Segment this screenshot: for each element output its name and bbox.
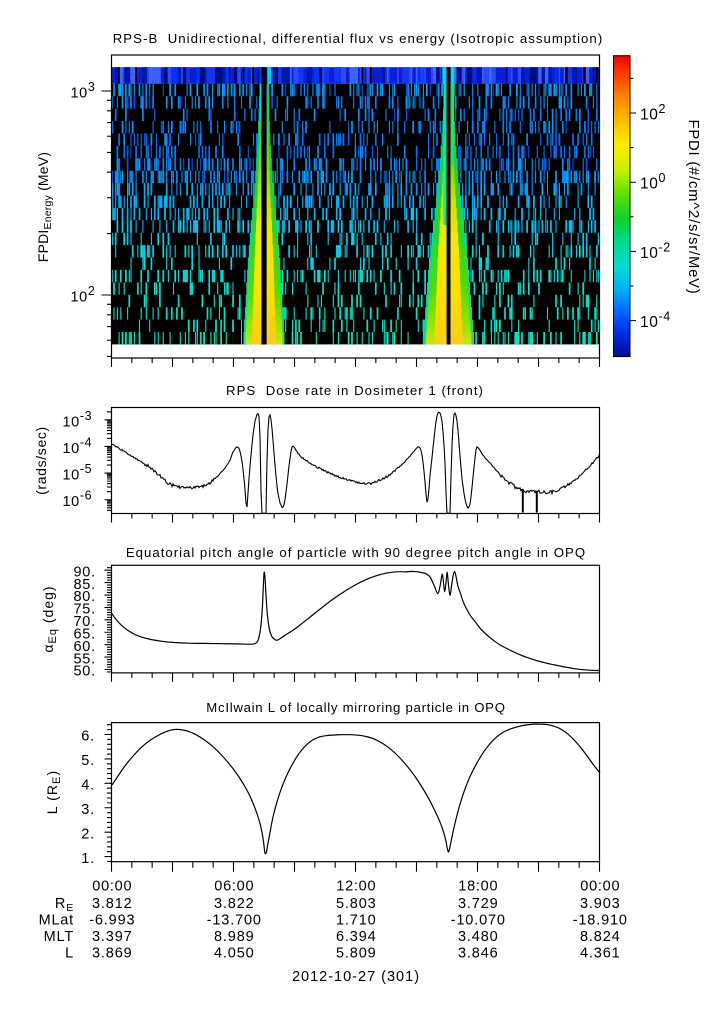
svg-text:-6.993: -6.993 bbox=[89, 913, 135, 929]
svg-text:00:00: 00:00 bbox=[580, 879, 620, 895]
svg-text:1.710: 1.710 bbox=[336, 913, 377, 929]
svg-text:65.: 65. bbox=[73, 627, 96, 643]
svg-text:4.361: 4.361 bbox=[580, 946, 621, 962]
svg-text:McIlwain L of locally mirrorin: McIlwain L of locally mirroring particle… bbox=[206, 700, 505, 715]
svg-text:6.394: 6.394 bbox=[336, 929, 377, 945]
svg-text:-13.700: -13.700 bbox=[207, 913, 262, 929]
svg-text:5.809: 5.809 bbox=[336, 946, 377, 962]
svg-text:Equatorial pitch angle of part: Equatorial pitch angle of particle with … bbox=[126, 545, 586, 560]
svg-text:75.: 75. bbox=[73, 602, 96, 618]
svg-text:3.: 3. bbox=[81, 802, 95, 818]
svg-text:3.869: 3.869 bbox=[92, 946, 133, 962]
svg-text:FPDIEnergy (MeV): FPDIEnergy (MeV) bbox=[35, 152, 54, 262]
svg-text:60.: 60. bbox=[73, 639, 96, 655]
svg-text:3.812: 3.812 bbox=[92, 896, 133, 912]
svg-text:90.: 90. bbox=[73, 564, 96, 580]
svg-text:(rads/sec): (rads/sec) bbox=[33, 426, 49, 495]
svg-text:3.480: 3.480 bbox=[458, 929, 499, 945]
svg-text:06:00: 06:00 bbox=[214, 879, 254, 895]
svg-text:6.: 6. bbox=[81, 729, 95, 745]
svg-text:3.846: 3.846 bbox=[458, 946, 499, 962]
svg-text:1.: 1. bbox=[81, 851, 95, 867]
svg-text:4.: 4. bbox=[81, 778, 95, 794]
svg-text:3.729: 3.729 bbox=[458, 896, 499, 912]
svg-text:3.903: 3.903 bbox=[580, 896, 621, 912]
svg-text:5.803: 5.803 bbox=[336, 896, 377, 912]
svg-text:50.: 50. bbox=[73, 664, 96, 680]
svg-text:-18.910: -18.910 bbox=[573, 913, 628, 929]
svg-text:8.824: 8.824 bbox=[580, 929, 621, 945]
svg-text:70.: 70. bbox=[73, 614, 96, 630]
svg-text:8.989: 8.989 bbox=[214, 929, 255, 945]
svg-text:85.: 85. bbox=[73, 577, 96, 593]
svg-text:5.: 5. bbox=[81, 753, 95, 769]
svg-text:80.: 80. bbox=[73, 589, 96, 605]
svg-text:MLat: MLat bbox=[39, 913, 74, 929]
svg-text:18:00: 18:00 bbox=[458, 879, 498, 895]
svg-text:4.050: 4.050 bbox=[214, 946, 255, 962]
svg-text:00:00: 00:00 bbox=[92, 879, 132, 895]
svg-text:-10.070: -10.070 bbox=[451, 913, 506, 929]
svg-text:55.: 55. bbox=[73, 651, 96, 667]
svg-text:2012-10-27 (301): 2012-10-27 (301) bbox=[292, 969, 420, 985]
svg-text:FPDI (#/cm^2/s/sr/MeV): FPDI (#/cm^2/s/sr/MeV) bbox=[685, 120, 701, 295]
svg-text:12:00: 12:00 bbox=[336, 879, 376, 895]
svg-text:L: L bbox=[65, 946, 74, 962]
svg-text:3.397: 3.397 bbox=[92, 929, 133, 945]
svg-text:RPS-B Unidirectional, differe: RPS-B Unidirectional, differential flux … bbox=[113, 31, 604, 46]
svg-text:RPS Dose rate in Dosimeter 1: RPS Dose rate in Dosimeter 1 (front) bbox=[226, 383, 484, 398]
svg-text:2.: 2. bbox=[81, 826, 95, 842]
svg-text:MLT: MLT bbox=[44, 929, 74, 945]
svg-text:3.822: 3.822 bbox=[214, 896, 255, 912]
